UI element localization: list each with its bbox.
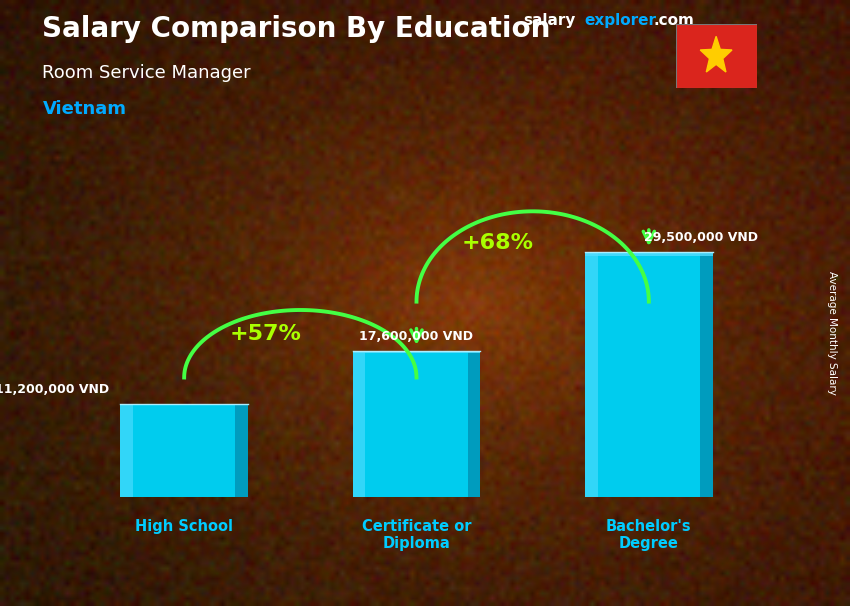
- Text: High School: High School: [135, 519, 233, 534]
- Text: Bachelor's
Degree: Bachelor's Degree: [606, 519, 692, 551]
- Bar: [700, 252, 712, 497]
- Text: salary: salary: [523, 13, 575, 28]
- Text: 11,200,000 VND: 11,200,000 VND: [0, 383, 109, 396]
- Bar: [120, 404, 133, 497]
- Bar: [585, 252, 598, 497]
- Bar: [585, 252, 712, 256]
- Bar: [468, 351, 480, 497]
- Bar: [353, 351, 366, 497]
- Text: Room Service Manager: Room Service Manager: [42, 64, 251, 82]
- Polygon shape: [700, 36, 732, 72]
- Bar: [120, 404, 248, 405]
- Text: 17,600,000 VND: 17,600,000 VND: [360, 330, 473, 343]
- Text: Vietnam: Vietnam: [42, 100, 127, 118]
- Text: +57%: +57%: [230, 324, 302, 344]
- Bar: [353, 351, 480, 497]
- Text: explorer: explorer: [584, 13, 656, 28]
- Bar: [120, 404, 248, 497]
- Text: Certificate or
Diploma: Certificate or Diploma: [362, 519, 471, 551]
- Text: +68%: +68%: [462, 233, 534, 253]
- Text: .com: .com: [654, 13, 694, 28]
- Text: Average Monthly Salary: Average Monthly Salary: [827, 271, 837, 395]
- Bar: [585, 252, 712, 497]
- Text: 29,500,000 VND: 29,500,000 VND: [644, 231, 758, 244]
- Bar: [235, 404, 248, 497]
- Bar: [353, 351, 480, 353]
- Text: Salary Comparison By Education: Salary Comparison By Education: [42, 15, 551, 43]
